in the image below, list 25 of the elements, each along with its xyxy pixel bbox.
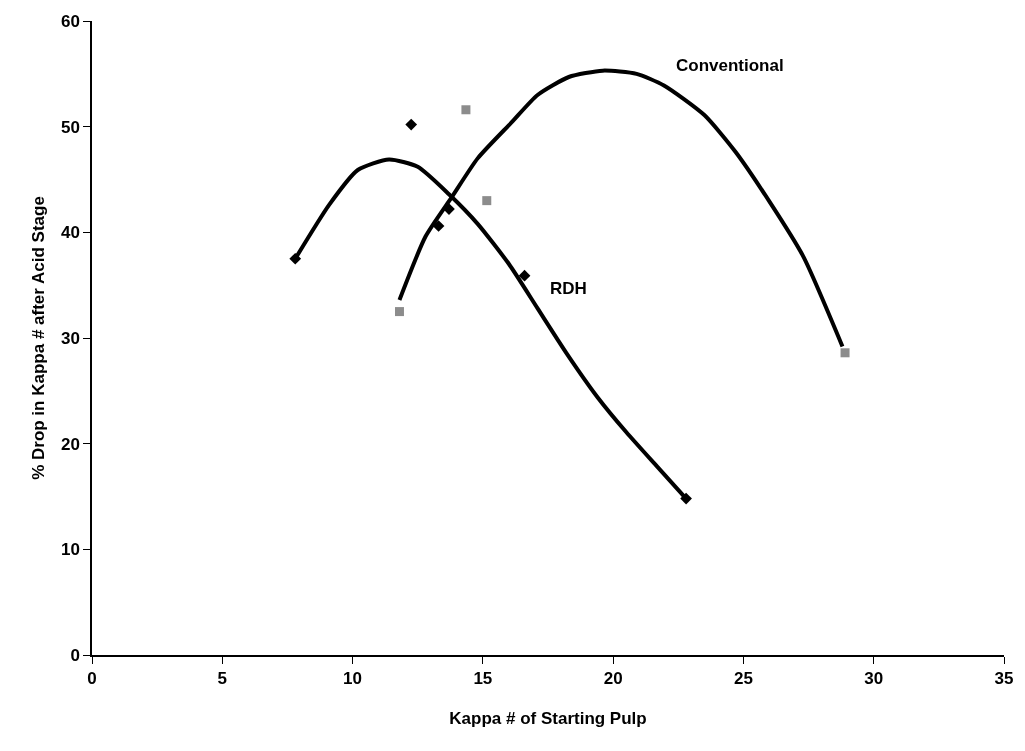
- series-label: RDH: [550, 279, 587, 298]
- x-tick-label: 25: [733, 669, 753, 689]
- x-tick-label: 20: [603, 669, 623, 689]
- y-tick-label: 30: [60, 328, 80, 348]
- y-axis-title: % Drop in Kappa # after Acid Stage: [28, 196, 48, 480]
- x-tick-label: 0: [87, 669, 97, 689]
- point: [405, 118, 418, 131]
- point: [461, 105, 471, 115]
- y-tick-label: 60: [60, 11, 80, 31]
- y-tick-label: 50: [60, 117, 80, 137]
- x-tick-label: 35: [994, 669, 1014, 689]
- x-tick-label: 10: [343, 669, 363, 689]
- y-tick-label: 40: [60, 223, 80, 243]
- point: [394, 307, 404, 317]
- y-tick-label: 10: [60, 540, 80, 560]
- y-tick-label: 20: [60, 434, 80, 454]
- point: [482, 196, 492, 206]
- x-tick-label: 15: [473, 669, 493, 689]
- x-tick-label: 30: [864, 669, 884, 689]
- x-tick-label: 5: [217, 669, 228, 689]
- point: [840, 348, 850, 358]
- point: [518, 269, 531, 282]
- x-axis-title: Kappa # of Starting Pulp: [449, 709, 647, 729]
- series-label: Conventional: [676, 56, 784, 75]
- y-tick-label: 0: [70, 645, 80, 665]
